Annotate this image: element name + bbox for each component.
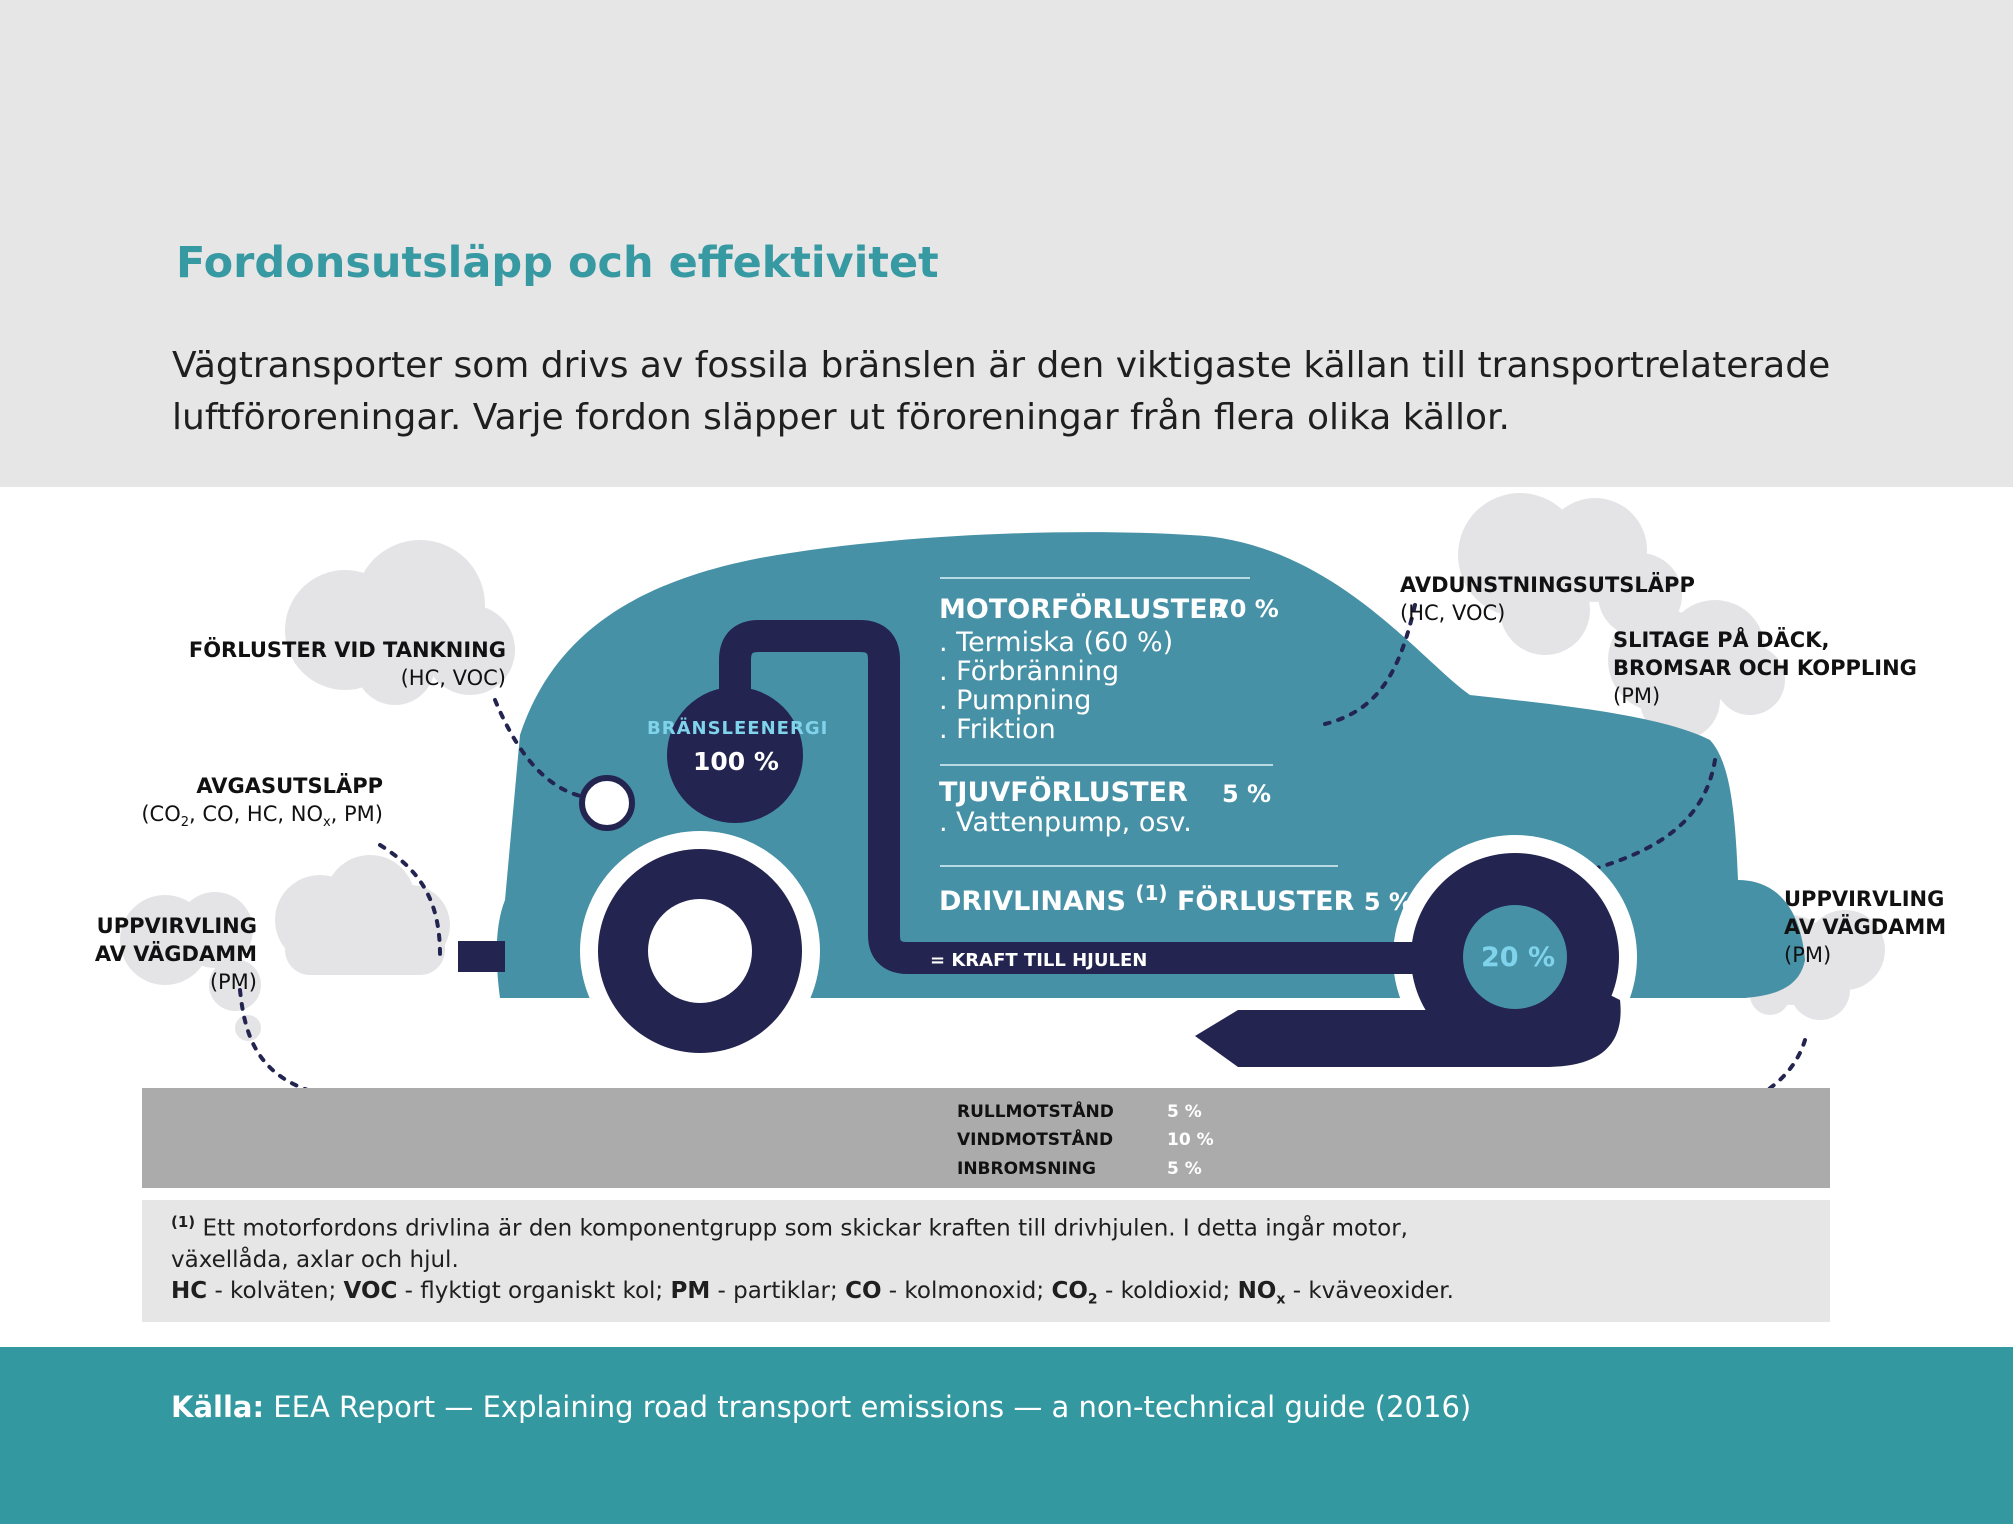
cloud-wear bbox=[1608, 600, 1785, 740]
engine-losses-list: . Termiska (60 %) . Förbränning . Pumpni… bbox=[939, 628, 1173, 744]
road-row-value: 10 % bbox=[1167, 1130, 1214, 1150]
emission-clouds bbox=[120, 493, 1885, 1041]
footer-band bbox=[0, 1347, 2013, 1524]
road-row-label: RULLMOTSTÅND bbox=[957, 1102, 1114, 1122]
separators bbox=[940, 577, 1338, 867]
road-row-label: INBROMSNING bbox=[957, 1159, 1096, 1179]
abbreviations-legend: HC - kolväten; VOC - flyktigt organiskt … bbox=[171, 1278, 1454, 1308]
power-to-wheels-label: = KRAFT TILL HJULEN bbox=[930, 950, 1148, 971]
fuel-energy-label: BRÄNSLEENERGI bbox=[647, 718, 829, 739]
cloud-evaporation bbox=[1458, 493, 1682, 655]
intro-text: Vägtransporter som drivs av fossila brän… bbox=[172, 345, 1831, 438]
engine-loss-item: . Förbränning bbox=[939, 656, 1120, 687]
engine-loss-item: . Friktion bbox=[939, 714, 1056, 745]
engine-losses-title: MOTORFÖRLUSTER bbox=[939, 594, 1229, 625]
engine-loss-item: . Pumpning bbox=[939, 685, 1092, 716]
drivetrain-losses-title: DRIVLINANS (1) FÖRLUSTER 5 % bbox=[939, 881, 1413, 917]
exhaust-pipe bbox=[458, 941, 505, 972]
engine-losses-percent: 70 % bbox=[1213, 595, 1279, 623]
label-road-dust-right: UPPVIRVLING AV VÄGDAMM (PM) bbox=[1784, 887, 1947, 967]
cloud-tanking bbox=[285, 540, 515, 705]
parasitic-losses-percent: 5 % bbox=[1222, 780, 1272, 808]
road-row-label: VINDMOTSTÅND bbox=[957, 1130, 1114, 1150]
fuel-energy-percent: 100 % bbox=[693, 747, 779, 776]
road-row-value: 5 % bbox=[1167, 1102, 1202, 1122]
drivetrain-losses-percent: 5 % bbox=[1363, 888, 1413, 916]
road-row-value: 5 % bbox=[1167, 1159, 1202, 1179]
energy-flow-pipe bbox=[719, 620, 1440, 974]
label-tyre-brake-wear: SLITAGE PÅ DÄCK, BROMSAR OCH KOPPLING (P… bbox=[1613, 628, 1917, 708]
engine-loss-item: . Termiska (60 %) bbox=[939, 627, 1174, 658]
source-citation: Källa: EEA Report — Explaining road tran… bbox=[171, 1390, 1472, 1424]
rear-wheel bbox=[580, 831, 820, 1071]
footnote-box bbox=[142, 1200, 1830, 1322]
return-arrow bbox=[1195, 990, 1621, 1067]
fuel-energy-circle bbox=[667, 687, 803, 823]
vehicle-diagram bbox=[120, 493, 1885, 1188]
road bbox=[142, 1088, 1830, 1188]
parasitic-losses-title: TJUVFÖRLUSTER bbox=[939, 777, 1188, 808]
cloud-dust-left bbox=[120, 892, 261, 1041]
label-evaporative-emissions: AVDUNSTNINGSUTSLÄPP (HC, VOC) bbox=[1400, 573, 1695, 625]
label-tanking-losses: FÖRLUSTER VID TANKNING (HC, VOC) bbox=[188, 638, 506, 690]
label-exhaust-emissions: AVGASUTSLÄPP (CO2, CO, HC, NOx, PM) bbox=[141, 774, 383, 831]
page-title: Fordonsutsläpp och effektivitet bbox=[176, 238, 939, 288]
power-to-wheels-percent: 20 % bbox=[1481, 942, 1556, 973]
footnote-text: (1) Ett motorfordons drivlina är den kom… bbox=[171, 1213, 1408, 1273]
fuel-cap-icon bbox=[579, 775, 635, 831]
label-road-dust-left: UPPVIRVLING AV VÄGDAMM (PM) bbox=[94, 914, 257, 994]
cloud-exhaust bbox=[275, 855, 450, 975]
parasitic-loss-item: . Vattenpump, osv. bbox=[939, 807, 1192, 838]
header-band bbox=[0, 0, 2013, 487]
